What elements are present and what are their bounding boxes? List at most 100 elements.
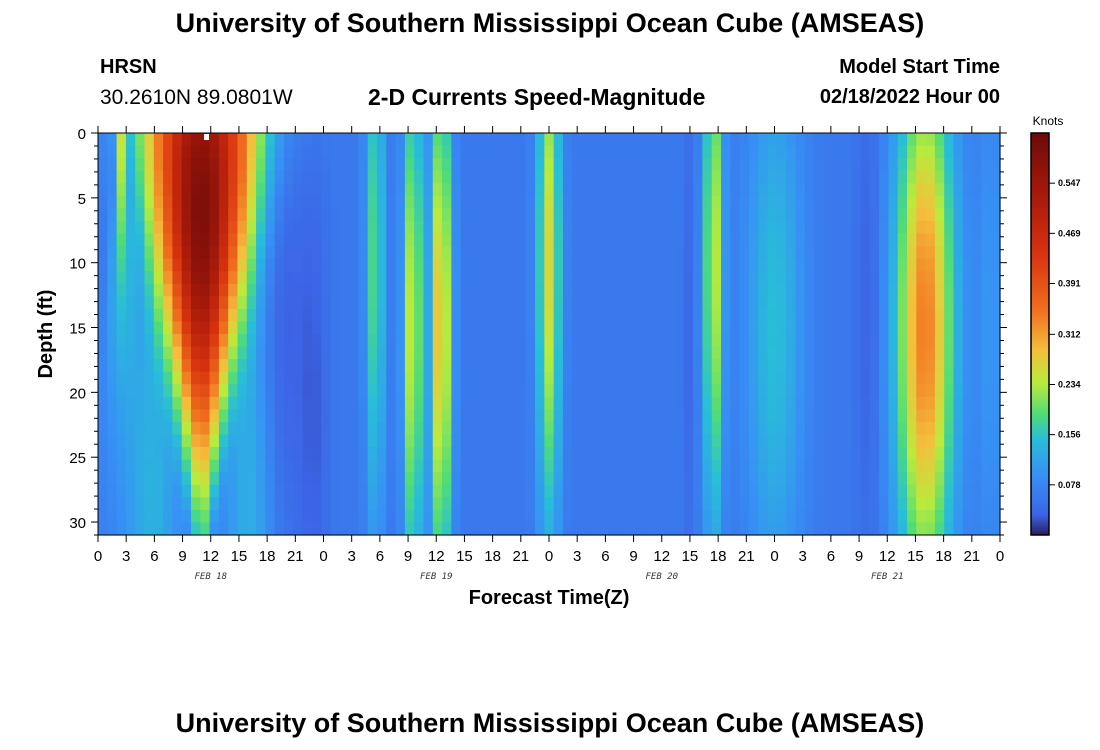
heatmap-cell <box>869 208 880 222</box>
heatmap-cell <box>302 459 313 473</box>
heatmap-cell <box>553 396 564 410</box>
heatmap-cell <box>311 220 322 235</box>
heatmap-cell <box>953 522 964 536</box>
heatmap-cell <box>711 459 722 473</box>
heatmap-cell <box>990 183 1001 197</box>
heatmap-cell <box>618 183 629 197</box>
heatmap-cell <box>721 522 731 536</box>
heatmap-cell <box>376 509 387 524</box>
heatmap-cell <box>386 421 397 436</box>
heatmap-cell <box>209 133 220 147</box>
heatmap-cell <box>944 421 955 436</box>
heatmap-cell <box>172 283 183 297</box>
heatmap-cell <box>451 447 462 461</box>
heatmap-cell <box>98 246 108 260</box>
heatmap-cell <box>125 484 136 498</box>
heatmap-cell <box>442 346 452 360</box>
heatmap-cell <box>953 434 964 448</box>
heatmap-cell <box>376 522 387 536</box>
heatmap-cell <box>758 472 769 486</box>
heatmap-cell <box>507 371 518 385</box>
heatmap-cell <box>637 434 648 448</box>
heatmap-cell <box>144 396 155 410</box>
heatmap-cell <box>414 246 425 260</box>
heatmap-cell <box>646 283 657 297</box>
heatmap-cell <box>488 246 499 260</box>
heatmap-cell <box>628 183 638 197</box>
heatmap-cell <box>153 497 164 511</box>
heatmap-cell <box>683 296 694 310</box>
heatmap-cell <box>646 384 657 398</box>
heatmap-cell <box>479 409 490 423</box>
heatmap-cell <box>888 258 899 272</box>
heatmap-cell <box>190 145 201 159</box>
heatmap-cell <box>683 321 694 335</box>
heatmap-cell <box>497 497 508 511</box>
heatmap-cell <box>869 195 880 209</box>
heatmap-cell <box>990 133 1001 147</box>
heatmap-cell <box>469 246 480 260</box>
heatmap-cell <box>981 183 992 197</box>
heatmap-cell <box>758 258 769 272</box>
heatmap-cell <box>256 246 266 260</box>
heatmap-cell <box>851 334 862 348</box>
heatmap-cell <box>237 283 248 297</box>
heatmap-cell <box>107 170 118 184</box>
heatmap-cell <box>767 497 778 511</box>
heatmap-cell <box>228 497 239 511</box>
heatmap-cell <box>944 522 955 536</box>
heatmap-cell <box>739 447 750 461</box>
heatmap-cell <box>637 271 648 285</box>
heatmap-cell <box>181 233 192 247</box>
heatmap-cell <box>460 447 471 461</box>
heatmap-cell <box>637 308 648 323</box>
heatmap-cell <box>451 384 462 398</box>
heatmap-cell <box>125 283 136 297</box>
heatmap-cell <box>404 447 415 461</box>
heatmap-cell <box>349 158 359 172</box>
heatmap-cell <box>776 359 787 373</box>
heatmap-cell <box>665 359 676 373</box>
heatmap-cell <box>163 133 173 147</box>
heatmap-cell <box>302 497 313 511</box>
heatmap-cell <box>479 258 490 272</box>
heatmap-cell <box>990 145 1001 159</box>
heatmap-cell <box>925 145 936 159</box>
heatmap-cell <box>702 447 713 461</box>
heatmap-cell <box>646 246 657 260</box>
heatmap-cell <box>758 271 769 285</box>
heatmap-cell <box>246 233 257 247</box>
heatmap-cell <box>283 484 294 498</box>
heatmap-cell <box>228 384 239 398</box>
heatmap-cell <box>776 195 787 209</box>
heatmap-cell <box>907 183 917 197</box>
heatmap-cell <box>804 396 815 410</box>
heatmap-cell <box>190 447 201 461</box>
heatmap-cell <box>767 220 778 235</box>
heatmap-cell <box>553 384 564 398</box>
heatmap-cell <box>851 283 862 297</box>
heatmap-cell <box>609 233 620 247</box>
y-tick-label: 25 <box>69 450 86 467</box>
heatmap-cell <box>451 283 462 297</box>
heatmap-cell <box>218 145 229 159</box>
heatmap-cell <box>535 384 545 398</box>
heatmap-cell <box>181 334 192 348</box>
heatmap-cell <box>246 522 257 536</box>
heatmap-cell <box>432 472 443 486</box>
heatmap-cell <box>209 447 220 461</box>
heatmap-cell <box>888 346 899 360</box>
heatmap-cell <box>730 158 741 172</box>
heatmap-cell <box>860 384 871 398</box>
heatmap-cell <box>367 334 378 348</box>
heatmap-cell <box>618 447 629 461</box>
heatmap-cell <box>730 509 741 524</box>
heatmap-cell <box>655 258 666 272</box>
heatmap-cell <box>962 434 973 448</box>
heatmap-cell <box>460 396 471 410</box>
heatmap-cell <box>953 258 964 272</box>
heatmap-cell <box>590 384 601 398</box>
heatmap-cell <box>944 371 955 385</box>
heatmap-cell <box>163 497 173 511</box>
heatmap-cell <box>981 459 992 473</box>
